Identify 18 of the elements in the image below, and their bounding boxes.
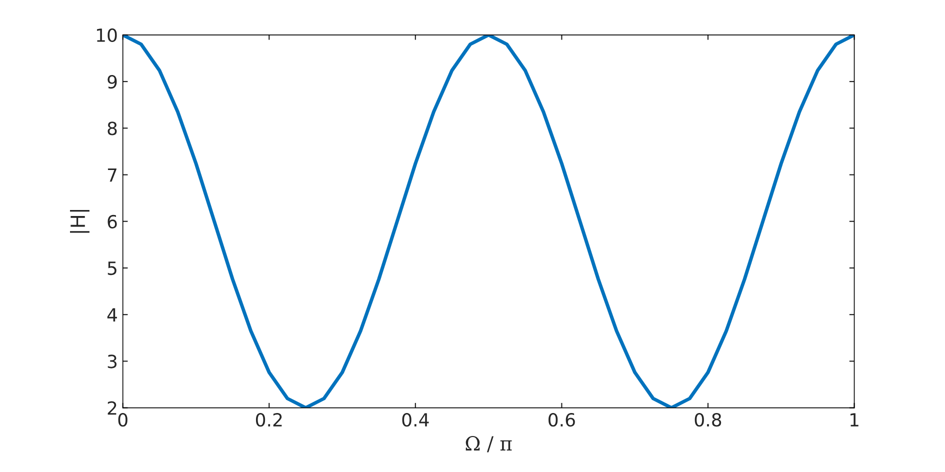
x-tick-label: 0.2 [256,412,282,427]
y-tick-label: 8 [108,122,117,136]
y-tick-label: 10 [96,28,117,42]
y-tick-label: 4 [107,308,117,322]
y-tick-label: 9 [108,74,117,89]
x-tick-label: 0.6 [548,412,575,427]
y-tick-label: 6 [108,214,117,228]
line-series [122,34,854,408]
y-tick-label: 2 [108,401,116,415]
y-tick-label: 5 [108,262,116,276]
x-tick-label: 1 [850,413,858,426]
y-axis-title: |H| [70,210,90,233]
y-tick-label: 3 [108,354,117,368]
x-tick-label: 0 [118,412,128,427]
x-axis-title: Ω / π [466,436,512,452]
y-tick-label: 7 [108,168,116,182]
x-tick-label: 0.4 [402,412,429,427]
x-tick-label: 0.8 [694,412,722,427]
